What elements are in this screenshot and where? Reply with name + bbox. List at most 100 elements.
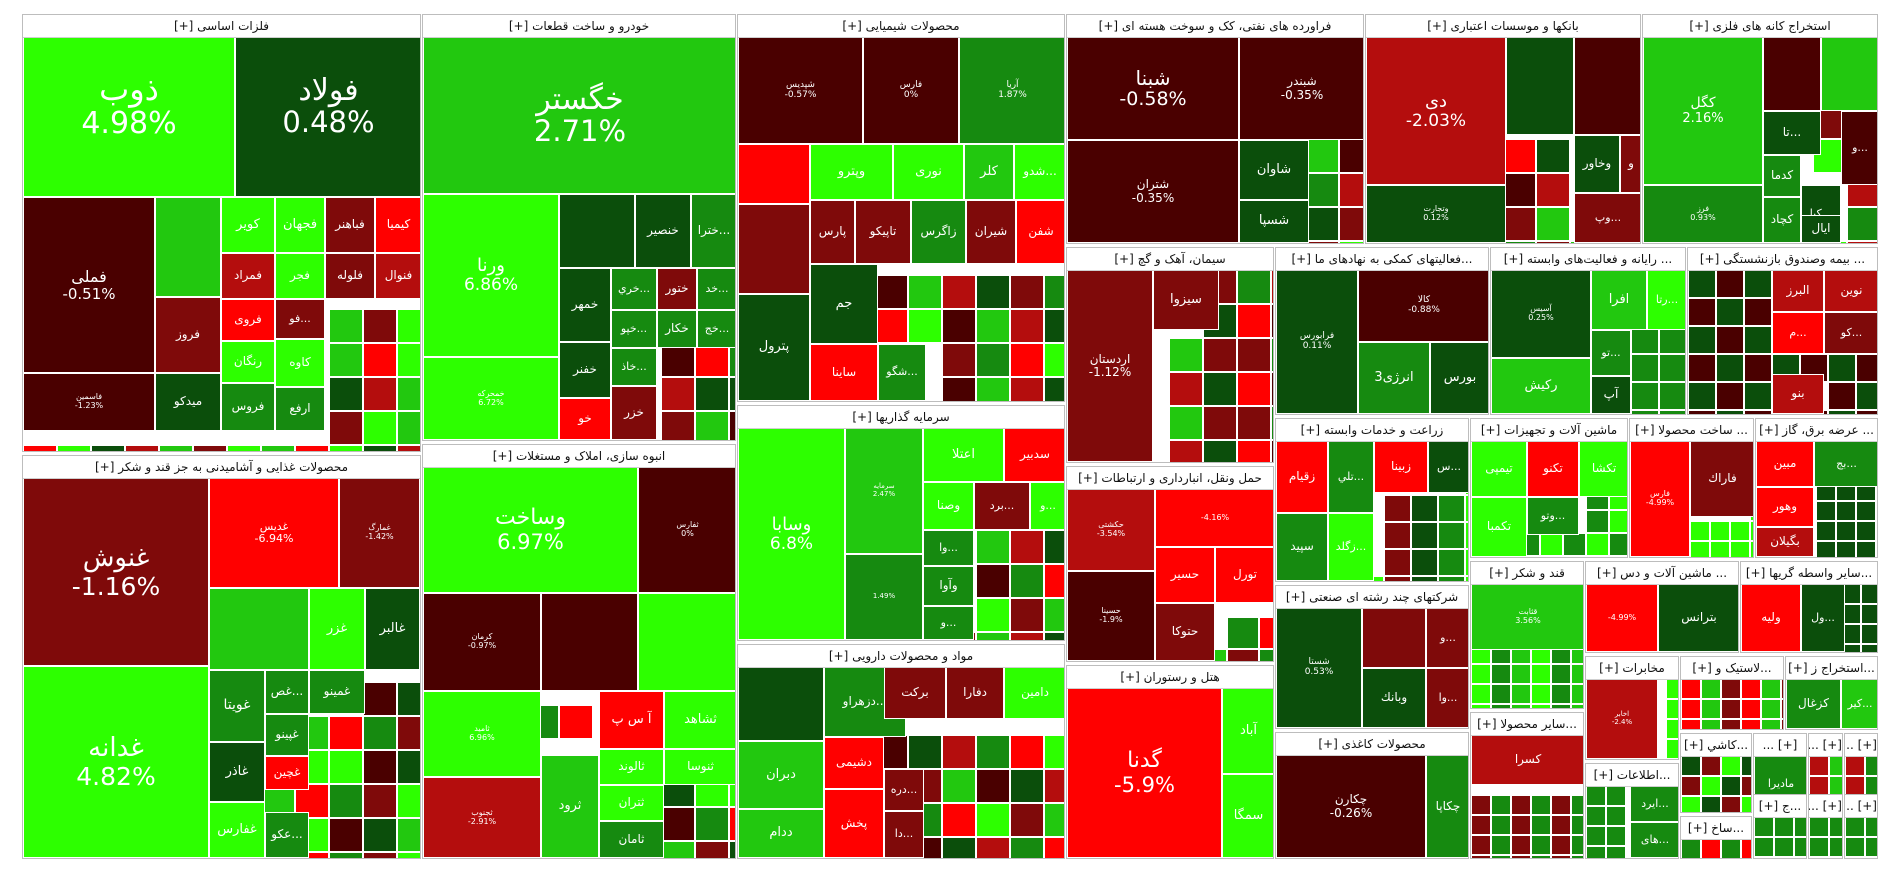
minor-stock-tile[interactable]	[1237, 338, 1271, 372]
minor-stock-tile[interactable]	[1754, 837, 1774, 857]
minor-stock-tile[interactable]	[1571, 704, 1583, 708]
stock-tile[interactable]: حسیر	[1155, 547, 1215, 603]
sector-title[interactable]: سرمایه گذاریها [+]	[738, 406, 1064, 429]
minor-stock-tile[interactable]	[1237, 372, 1271, 406]
minor-stock-tile[interactable]	[1468, 680, 1469, 704]
minor-stock-tile[interactable]	[1606, 826, 1626, 846]
minor-stock-tile[interactable]	[1744, 270, 1772, 298]
stock-tile[interactable]: آریا 1.87%	[959, 37, 1064, 144]
minor-stock-tile[interactable]	[1586, 846, 1606, 858]
stock-tile[interactable]: ثفارس 0%	[638, 467, 735, 593]
stock-tile[interactable]: غالبر	[365, 588, 420, 670]
minor-stock-tile[interactable]	[1631, 410, 1659, 414]
stock-tile[interactable]	[738, 667, 824, 741]
minor-stock-tile[interactable]	[1411, 522, 1438, 549]
minor-stock-tile[interactable]	[1468, 656, 1469, 680]
sector-panel[interactable]: ...ج [+]	[1753, 794, 1807, 859]
minor-stock-tile[interactable]	[1438, 495, 1465, 522]
stock-tile[interactable]: ...خترا	[691, 194, 735, 268]
minor-stock-tile[interactable]	[1536, 241, 1570, 243]
minor-stock-tile[interactable]	[1305, 139, 1339, 173]
sector-panel[interactable]: مبین ...بج وهور بگیلان ... عرضه برق، گاز [+]	[1755, 418, 1878, 558]
minor-stock-tile[interactable]	[1586, 759, 1606, 760]
minor-stock-tile[interactable]	[1716, 270, 1744, 298]
stock-tile[interactable]: ارفع	[275, 387, 325, 431]
minor-stock-tile[interactable]	[1010, 769, 1044, 803]
stock-tile[interactable]: پارس	[810, 200, 855, 264]
stock-tile[interactable]: آسیس 0.25%	[1491, 270, 1591, 358]
minor-stock-tile[interactable]	[1044, 632, 1064, 640]
stock-tile[interactable]: ...خاذ	[611, 348, 657, 386]
minor-stock-tile[interactable]	[1044, 564, 1064, 598]
stock-tile[interactable]: تیمپی	[1471, 441, 1527, 497]
stock-tile[interactable]: فاراك	[1690, 441, 1753, 517]
stock-tile[interactable]: بورس	[1430, 342, 1488, 414]
minor-stock-tile[interactable]	[695, 807, 729, 841]
minor-stock-tile[interactable]	[1384, 495, 1411, 522]
minor-stock-tile[interactable]	[397, 309, 420, 343]
stock-tile[interactable]: آباد	[1222, 688, 1273, 774]
minor-stock-tile[interactable]	[1666, 679, 1678, 699]
minor-stock-tile[interactable]	[1741, 776, 1751, 796]
minor-stock-tile[interactable]	[1865, 776, 1877, 796]
minor-stock-tile[interactable]	[1781, 679, 1783, 699]
minor-stock-tile[interactable]	[1010, 343, 1044, 377]
minor-stock-tile[interactable]	[1586, 510, 1609, 533]
minor-stock-tile[interactable]	[1659, 410, 1685, 414]
stock-tile[interactable]	[155, 197, 221, 297]
minor-stock-tile[interactable]	[942, 377, 976, 401]
minor-stock-tile[interactable]	[1044, 735, 1064, 769]
minor-stock-tile[interactable]	[1203, 338, 1237, 372]
minor-stock-tile[interactable]	[1781, 719, 1783, 729]
minor-stock-tile[interactable]	[1471, 855, 1491, 858]
minor-stock-tile[interactable]	[1829, 857, 1842, 858]
stock-tile[interactable]: اردستان -1.12%	[1067, 270, 1153, 462]
sector-title[interactable]: انبوه سازی، املاک و مستغلات [+]	[423, 445, 735, 468]
minor-stock-tile[interactable]	[1468, 728, 1469, 729]
minor-stock-tile[interactable]	[1856, 541, 1876, 557]
stock-tile[interactable]: ...زگلد	[1328, 513, 1374, 581]
minor-stock-tile[interactable]	[1721, 796, 1741, 812]
stock-tile[interactable]: خکار	[657, 310, 697, 348]
minor-stock-tile[interactable]	[1237, 440, 1271, 462]
stock-tile[interactable]: حکشتی -3.54%	[1067, 489, 1155, 571]
minor-stock-tile[interactable]	[729, 841, 735, 858]
stock-tile[interactable]: آپ	[1591, 376, 1631, 414]
sector-panel[interactable]: ...لاستیک و [+]	[1680, 656, 1784, 730]
minor-stock-tile[interactable]	[1774, 837, 1794, 857]
minor-stock-tile[interactable]	[1531, 815, 1551, 835]
sector-panel[interactable]: ...ایرد ...های ...اطلاعات [+]	[1585, 763, 1679, 859]
minor-stock-tile[interactable]	[1563, 533, 1586, 556]
minor-stock-tile[interactable]	[1531, 835, 1551, 855]
minor-stock-tile[interactable]	[1502, 241, 1536, 243]
minor-stock-tile[interactable]	[1744, 354, 1772, 382]
minor-stock-tile[interactable]	[1227, 617, 1259, 649]
stock-tile[interactable]: چکاپا	[1426, 755, 1468, 858]
stock-tile[interactable]: ...تلي	[1328, 441, 1374, 513]
minor-stock-tile[interactable]	[1531, 684, 1551, 704]
minor-stock-tile[interactable]	[729, 343, 735, 377]
minor-stock-tile[interactable]	[942, 803, 976, 837]
minor-stock-tile[interactable]	[1721, 679, 1741, 699]
stock-tile[interactable]: ...و	[1841, 111, 1877, 185]
stock-tile[interactable]: دشیمی	[824, 737, 884, 789]
stock-tile[interactable]: ...خپو	[611, 310, 657, 348]
minor-stock-tile[interactable]	[1659, 382, 1685, 410]
minor-stock-tile[interactable]	[1259, 649, 1273, 661]
minor-stock-tile[interactable]	[1271, 406, 1273, 440]
minor-stock-tile[interactable]	[1741, 719, 1761, 729]
minor-stock-tile[interactable]	[1511, 795, 1531, 815]
minor-stock-tile[interactable]	[397, 445, 420, 451]
stock-tile[interactable]: کگل 2.16%	[1643, 37, 1763, 185]
stock-tile[interactable]: ...تو	[1591, 330, 1631, 376]
minor-stock-tile[interactable]	[1794, 817, 1806, 837]
minor-stock-tile[interactable]	[1774, 817, 1794, 837]
minor-stock-tile[interactable]	[1169, 372, 1203, 406]
stock-tile[interactable]: غفارس	[209, 802, 265, 858]
stock-tile[interactable]: تورل	[1215, 547, 1273, 603]
stock-tile[interactable]: فمراد	[221, 253, 275, 299]
minor-stock-tile[interactable]	[1631, 326, 1659, 354]
minor-stock-tile[interactable]	[1865, 817, 1877, 837]
stock-tile[interactable]: افرا	[1591, 270, 1647, 330]
minor-stock-tile[interactable]	[976, 275, 1010, 309]
